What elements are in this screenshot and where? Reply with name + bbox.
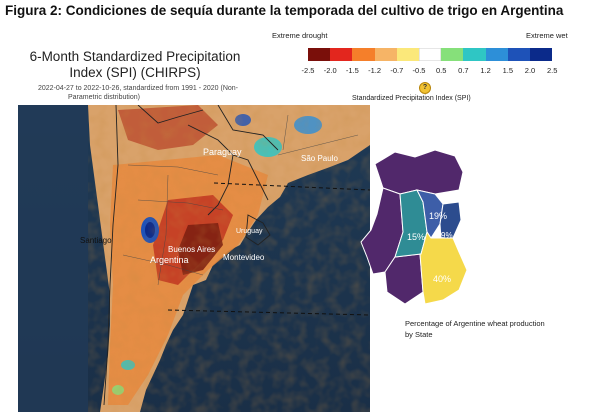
wheat-production-inset: 19% 15% 9% 40% — [360, 149, 468, 305]
pacific-ocean — [18, 105, 88, 412]
share-santa-fe: 19% — [429, 211, 447, 221]
legend-tick-label: 0.5 — [435, 66, 447, 75]
legend-title: Standardized Precipitation Index (SPI) — [352, 95, 471, 102]
label-sao-paulo: São Paulo — [301, 154, 338, 163]
legend-swatch — [352, 48, 375, 61]
share-buenos-aires: 40% — [433, 274, 451, 284]
map-title-line2: Index (SPI) (CHIRPS) — [69, 65, 201, 80]
legend-tick-label: 2.5 — [546, 66, 558, 75]
label-buenos-aires: Buenos Aires — [168, 245, 215, 254]
legend-tick-label: 1.5 — [502, 66, 514, 75]
legend-left-label: Extreme drought — [272, 31, 328, 40]
figure-title: Figura 2: Condiciones de sequía durante … — [5, 3, 564, 18]
map-title-line1: 6-Month Standardized Precipitation — [29, 49, 241, 64]
country-borders — [103, 105, 279, 406]
legend-right-label: Extreme wet — [526, 31, 568, 40]
legend-swatch — [485, 48, 508, 61]
legend-swatch — [396, 48, 419, 61]
speckle-texture — [88, 105, 370, 412]
legend-tick-label: -0.7 — [390, 66, 404, 75]
inset-caption-line1: Percentage of Argentine wheat production — [405, 319, 545, 328]
connector-line-bottom — [167, 309, 370, 316]
question-icon[interactable]: ? — [419, 82, 431, 94]
legend-tick-label: 0.7 — [458, 66, 469, 75]
inset-caption: Percentage of Argentine wheat production… — [405, 318, 605, 340]
legend-tick-label: 1.2 — [480, 66, 491, 75]
connector-line-top — [213, 182, 370, 191]
share-cordoba: 15% — [407, 232, 425, 242]
legend-swatch — [441, 48, 464, 61]
label-montevideo: Montevideo — [223, 253, 265, 262]
legend-tick-label: -2.0 — [323, 66, 337, 75]
legend-swatch — [507, 48, 530, 61]
legend-swatch — [374, 48, 397, 61]
legend-swatch — [418, 48, 442, 61]
label-santiago: Santiago — [80, 236, 112, 245]
legend-tick-label: -0.5 — [412, 66, 426, 75]
share-entre-rios: 9% — [441, 231, 453, 240]
label-uruguay: Uruguay — [236, 228, 263, 235]
legend-swatch — [529, 48, 553, 61]
label-argentina: Argentina — [150, 255, 189, 265]
map-subtitle-line1: 2022-04-27 to 2022-10-26, standardized f… — [38, 85, 239, 92]
inset-caption-line2: by State — [405, 330, 433, 339]
legend-swatch — [308, 48, 331, 61]
province-north-other — [374, 149, 464, 195]
province-borders — [122, 114, 359, 286]
label-paraguay: Paraguay — [203, 147, 242, 157]
legend-tick-label: 2.0 — [524, 66, 536, 75]
legend-swatch — [330, 48, 353, 61]
spi-color-scale — [308, 48, 553, 61]
province-santa-fe — [416, 189, 444, 239]
province-buenos-aires — [419, 230, 468, 305]
legend-tick-label: -2.5 — [301, 66, 315, 75]
spi-map: Santiago Buenos Aires Argentina Montevid… — [18, 105, 370, 412]
map-subtitle: 2022-04-27 to 2022-10-26, standardized f… — [38, 84, 288, 102]
map-title: 6-Month Standardized Precipitation Index… — [10, 49, 260, 81]
map-subtitle-line2: Parametric distribution) — [68, 94, 140, 101]
legend-tick-label: -1.5 — [345, 66, 359, 75]
legend-tick-label: -1.2 — [368, 66, 382, 75]
legend-swatch — [463, 48, 486, 61]
